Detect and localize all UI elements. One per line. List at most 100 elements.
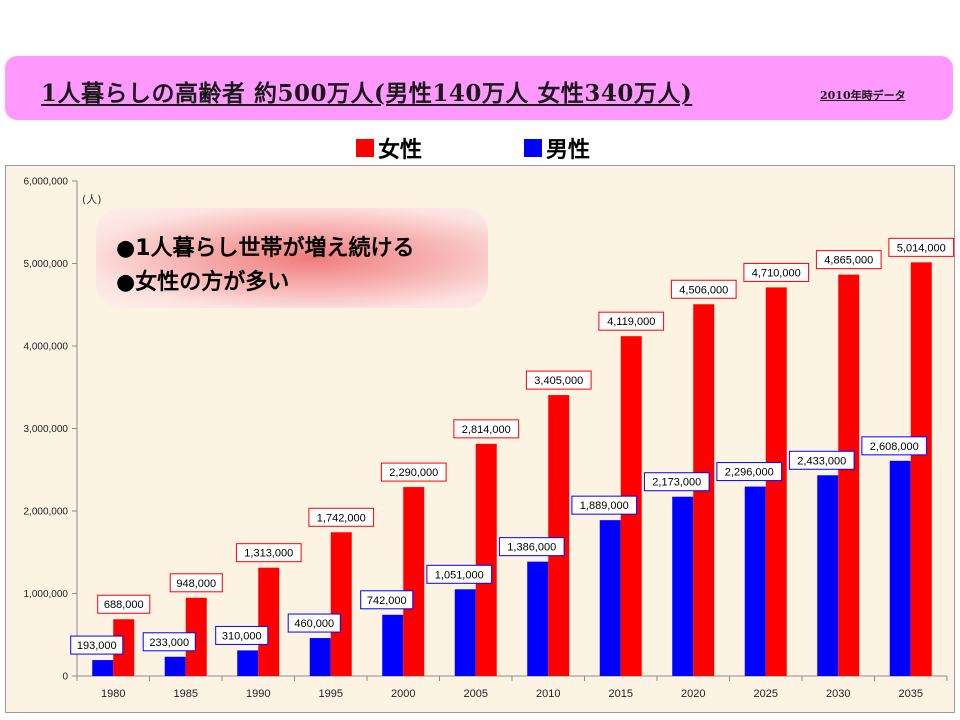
bar-male bbox=[164, 656, 186, 676]
x-tick-label: 2035 bbox=[899, 688, 923, 700]
data-label-male: 2,173,000 bbox=[652, 477, 701, 489]
data-label-male: 193,000 bbox=[77, 640, 117, 652]
data-label-female: 5,014,000 bbox=[897, 242, 946, 254]
x-tick-label: 2010 bbox=[536, 688, 560, 700]
bar-male bbox=[599, 520, 621, 676]
bar-male bbox=[672, 496, 694, 676]
bar-male bbox=[309, 638, 331, 676]
data-label-box-male bbox=[716, 462, 783, 482]
data-label-box-male bbox=[788, 450, 855, 470]
y-tick-label: 0 bbox=[62, 672, 68, 683]
data-label-female: 1,313,000 bbox=[244, 548, 293, 560]
data-label-box-female bbox=[598, 311, 665, 331]
bar-male bbox=[817, 475, 839, 676]
bar-female bbox=[765, 287, 787, 676]
data-label-box-male bbox=[498, 537, 565, 557]
legend-swatch-female bbox=[356, 139, 374, 157]
data-label-female: 2,814,000 bbox=[462, 424, 511, 436]
legend-item-female: 女性 bbox=[356, 132, 422, 164]
data-year-note: 2010年時データ bbox=[820, 89, 906, 102]
data-label-box-male bbox=[287, 613, 341, 633]
data-label-box-female bbox=[235, 543, 302, 563]
annotation-box: ●1人暮らし世帯が増え続ける ●女性の方が多い bbox=[96, 208, 488, 308]
legend-label-female: 女性 bbox=[378, 138, 423, 163]
x-tick-label: 2005 bbox=[464, 688, 488, 700]
data-label-female: 4,865,000 bbox=[824, 255, 873, 267]
x-tick-label: 2020 bbox=[681, 688, 705, 700]
y-tick-label: 1,000,000 bbox=[24, 589, 69, 600]
x-tick-label: 1980 bbox=[101, 688, 125, 700]
y-tick-label: 3,000,000 bbox=[24, 424, 69, 435]
data-label-male: 2,296,000 bbox=[725, 467, 774, 479]
data-label-female: 4,119,000 bbox=[607, 316, 655, 328]
chart-title: 1人暮らしの高齢者 約500万人(男性140万人 女性340万人) bbox=[41, 80, 693, 107]
data-label-box-male bbox=[360, 590, 414, 610]
x-tick-label: 1990 bbox=[246, 688, 270, 700]
data-label-box-male bbox=[70, 635, 124, 655]
data-label-box-female bbox=[380, 462, 447, 482]
data-label-female: 948,000 bbox=[176, 578, 216, 590]
data-label-box-male bbox=[643, 472, 710, 492]
bar-female bbox=[258, 567, 280, 676]
data-label-male: 2,608,000 bbox=[870, 441, 919, 453]
bar-male bbox=[454, 589, 476, 676]
x-tick-label: 1995 bbox=[319, 688, 343, 700]
data-label-box-female bbox=[815, 250, 882, 270]
y-tick-label: 6,000,000 bbox=[24, 177, 69, 188]
annotation-line-2: ●女性の方が多い bbox=[116, 270, 290, 295]
data-label-box-male bbox=[861, 436, 928, 456]
bar-female bbox=[403, 487, 425, 676]
bar-female bbox=[330, 532, 352, 676]
bar-female bbox=[113, 619, 135, 676]
x-tick-label: 2015 bbox=[609, 688, 633, 700]
data-label-female: 688,000 bbox=[104, 599, 144, 611]
bar-male bbox=[889, 460, 911, 676]
data-label-male: 233,000 bbox=[149, 637, 189, 649]
bar-male bbox=[382, 614, 404, 676]
data-label-box-female bbox=[308, 507, 375, 527]
bar-female bbox=[910, 262, 932, 676]
data-label-female: 2,290,000 bbox=[389, 467, 438, 479]
legend-label-male: 男性 bbox=[546, 138, 591, 163]
data-label-box-female bbox=[169, 573, 223, 593]
bar-female bbox=[838, 274, 860, 676]
data-label-male: 742,000 bbox=[367, 595, 407, 607]
data-label-box-male bbox=[571, 495, 638, 515]
data-label-box-female bbox=[525, 370, 592, 390]
data-label-box-male bbox=[215, 625, 269, 645]
bar-male bbox=[92, 660, 114, 676]
bar-male bbox=[744, 486, 766, 676]
data-label-box-female bbox=[670, 279, 737, 299]
data-label-box-male bbox=[142, 632, 196, 652]
title-banner: 1人暮らしの高齢者 約500万人(男性140万人 女性340万人) 2010年時… bbox=[5, 56, 953, 120]
annotation-line-1: ●1人暮らし世帯が増え続ける bbox=[116, 236, 415, 261]
bar-male bbox=[237, 650, 259, 676]
data-label-box-female bbox=[453, 419, 520, 439]
data-label-female: 1,742,000 bbox=[317, 512, 366, 524]
bar-male bbox=[527, 561, 549, 676]
x-tick-label: 2000 bbox=[391, 688, 415, 700]
x-tick-label: 2025 bbox=[754, 688, 778, 700]
data-label-box-female bbox=[743, 262, 810, 282]
legend-item-male: 男性 bbox=[524, 132, 590, 164]
data-label-male: 1,051,000 bbox=[435, 569, 484, 581]
data-label-box-female bbox=[97, 594, 151, 614]
data-label-male: 310,000 bbox=[222, 630, 262, 642]
y-unit-label: (人) bbox=[82, 193, 102, 206]
chart-legend: 女性 男性 bbox=[0, 132, 960, 164]
bar-female bbox=[185, 597, 207, 676]
x-tick-label: 2030 bbox=[826, 688, 850, 700]
data-label-female: 4,506,000 bbox=[679, 284, 728, 296]
data-label-male: 1,386,000 bbox=[507, 542, 556, 554]
y-tick-label: 2,000,000 bbox=[24, 507, 69, 518]
y-tick-label: 4,000,000 bbox=[24, 342, 69, 353]
bar-female bbox=[548, 395, 570, 676]
data-label-male: 460,000 bbox=[294, 618, 334, 630]
data-label-box-female bbox=[888, 237, 955, 257]
x-tick-label: 1985 bbox=[174, 688, 198, 700]
data-label-female: 3,405,000 bbox=[534, 375, 583, 387]
bar-female bbox=[475, 443, 497, 676]
data-label-female: 4,710,000 bbox=[752, 267, 801, 279]
legend-swatch-male bbox=[524, 139, 542, 157]
